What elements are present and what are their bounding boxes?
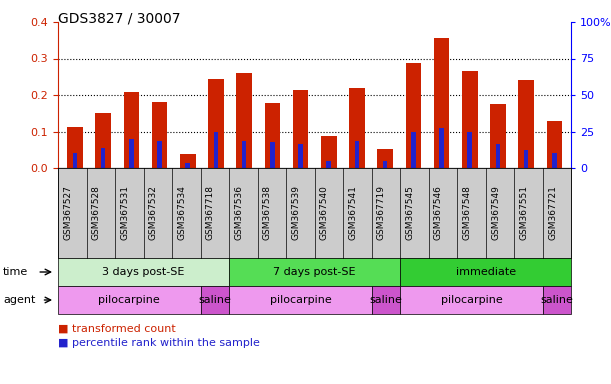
Text: saline: saline — [541, 295, 574, 305]
Bar — [406, 63, 421, 168]
Text: ■ percentile rank within the sample: ■ percentile rank within the sample — [58, 338, 260, 348]
Bar — [326, 161, 331, 168]
Text: 7 days post-SE: 7 days post-SE — [273, 267, 356, 277]
Text: saline: saline — [370, 295, 403, 305]
Text: GSM367527: GSM367527 — [64, 185, 72, 240]
Bar — [383, 161, 387, 168]
Bar — [152, 102, 167, 168]
Text: GSM367719: GSM367719 — [377, 185, 386, 240]
Bar — [321, 136, 337, 168]
Text: ■ transformed count: ■ transformed count — [58, 324, 176, 334]
Text: pilocarpine: pilocarpine — [441, 295, 502, 305]
Text: pilocarpine: pilocarpine — [269, 295, 331, 305]
Bar — [95, 113, 111, 168]
Bar — [552, 153, 557, 168]
Text: GSM367540: GSM367540 — [320, 185, 329, 240]
Text: saline: saline — [199, 295, 232, 305]
Text: GSM367545: GSM367545 — [406, 185, 414, 240]
Bar — [467, 131, 472, 168]
Bar — [298, 144, 303, 168]
Bar — [236, 73, 252, 168]
Text: GSM367549: GSM367549 — [491, 185, 500, 240]
Bar — [242, 141, 246, 168]
Bar — [123, 93, 139, 168]
Bar — [208, 79, 224, 168]
Text: GSM367721: GSM367721 — [548, 185, 557, 240]
Text: GSM367548: GSM367548 — [463, 185, 472, 240]
Text: GSM367534: GSM367534 — [177, 185, 186, 240]
Text: 3 days post-SE: 3 days post-SE — [103, 267, 185, 277]
Bar — [490, 104, 506, 168]
Bar — [354, 141, 359, 168]
Bar — [67, 127, 82, 168]
Bar — [496, 144, 500, 168]
Text: GSM367546: GSM367546 — [434, 185, 443, 240]
Bar — [462, 71, 478, 168]
Bar — [180, 154, 196, 168]
Text: GSM367539: GSM367539 — [291, 185, 301, 240]
Bar — [293, 89, 309, 168]
Bar — [157, 141, 162, 168]
Bar — [524, 151, 529, 168]
Text: immediate: immediate — [456, 267, 516, 277]
Bar — [411, 131, 415, 168]
Text: GDS3827 / 30007: GDS3827 / 30007 — [58, 12, 180, 25]
Bar — [434, 38, 449, 168]
Text: GSM367528: GSM367528 — [92, 185, 101, 240]
Text: agent: agent — [3, 295, 35, 305]
Text: GSM367536: GSM367536 — [235, 185, 243, 240]
Text: GSM367718: GSM367718 — [206, 185, 215, 240]
Bar — [349, 88, 365, 168]
Bar — [518, 80, 534, 168]
Bar — [439, 128, 444, 168]
Text: GSM367532: GSM367532 — [149, 185, 158, 240]
Bar — [265, 103, 280, 168]
Text: time: time — [3, 267, 28, 277]
Text: GSM367538: GSM367538 — [263, 185, 272, 240]
Text: GSM367551: GSM367551 — [519, 185, 529, 240]
Bar — [101, 148, 106, 168]
Bar — [129, 139, 134, 168]
Bar — [186, 162, 190, 168]
Bar — [214, 131, 218, 168]
Bar — [378, 149, 393, 168]
Text: GSM367531: GSM367531 — [120, 185, 130, 240]
Bar — [547, 121, 562, 168]
Bar — [73, 153, 78, 168]
Bar — [270, 142, 275, 168]
Text: GSM367541: GSM367541 — [348, 185, 357, 240]
Text: pilocarpine: pilocarpine — [98, 295, 160, 305]
